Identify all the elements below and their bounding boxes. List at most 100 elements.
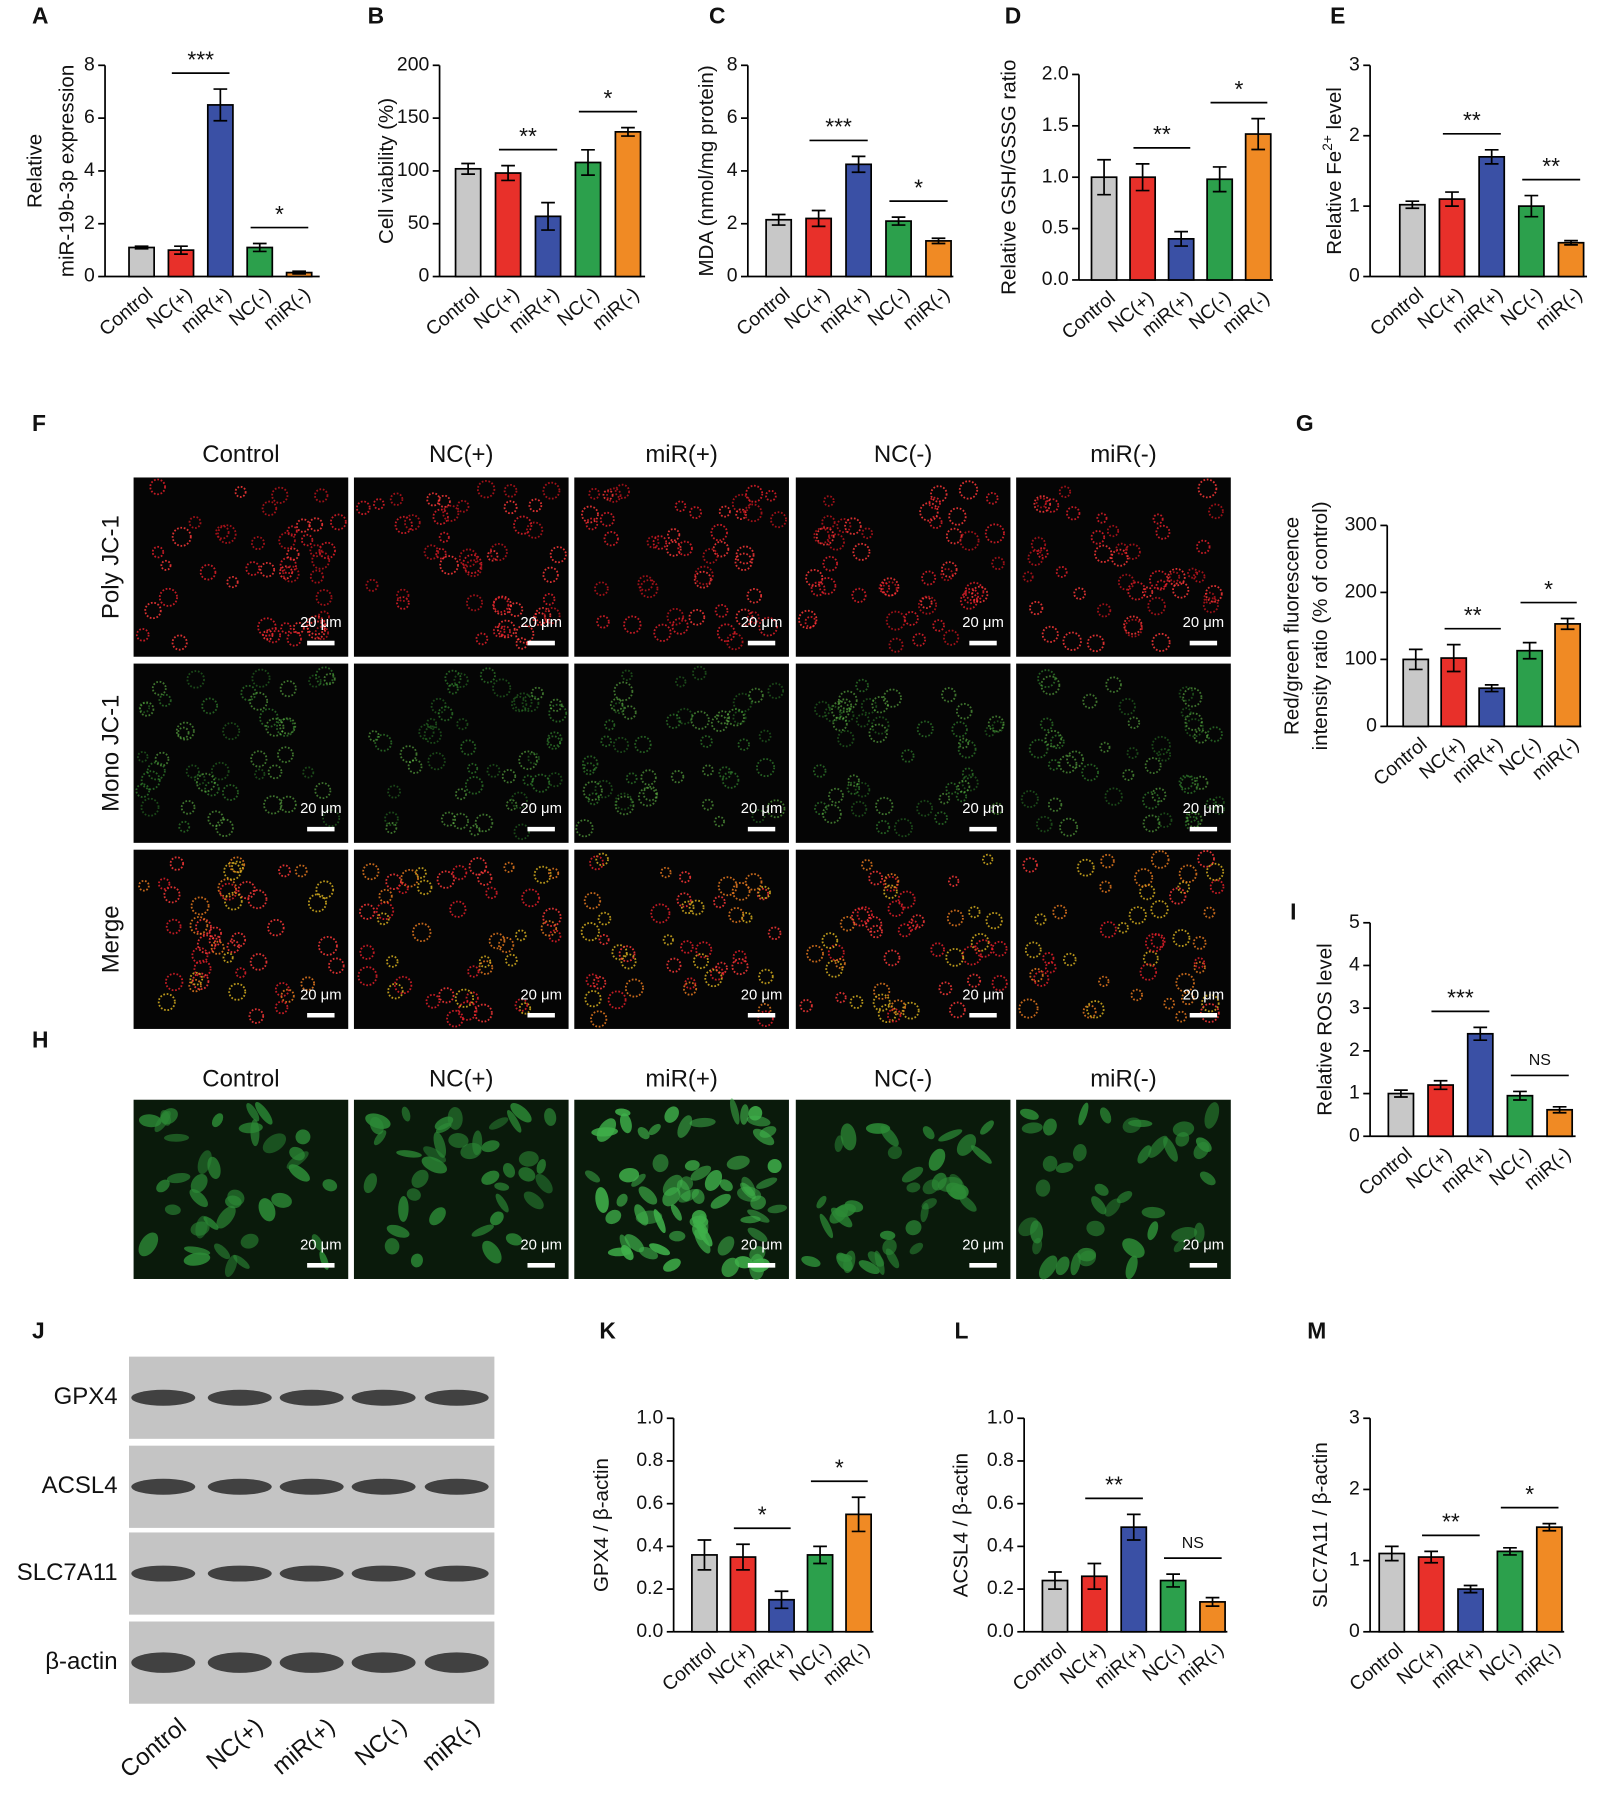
cell (612, 736, 630, 754)
cell (1035, 497, 1047, 509)
cell (865, 915, 883, 933)
cell (625, 772, 638, 785)
cell (1029, 967, 1044, 983)
cell (1090, 530, 1106, 545)
cell (248, 1008, 265, 1024)
column-label: NC(-) (874, 1066, 933, 1093)
cell (363, 1173, 378, 1194)
bar-chart: G 0 100 200 300 Red/green fluorescence intensi… (1281, 410, 1583, 790)
cell (292, 621, 305, 634)
cell (526, 521, 544, 539)
cell (1194, 1222, 1205, 1243)
y-axis-label: Red/green fluorescence (1281, 517, 1304, 735)
cell (882, 875, 899, 892)
blot-band (279, 1565, 344, 1582)
cell (1178, 774, 1194, 790)
cell (471, 1224, 494, 1237)
cell (890, 999, 906, 1015)
error-bar (1174, 230, 1188, 247)
cell (1142, 950, 1159, 967)
cell (746, 588, 763, 604)
cell (329, 513, 347, 531)
cell (1157, 748, 1172, 762)
y-axis-label: miR-19b-3p expression (56, 65, 79, 277)
error-bar (851, 155, 866, 174)
error-bar (1484, 148, 1499, 165)
cell (692, 1219, 708, 1234)
cell (1082, 693, 1098, 709)
cell (425, 993, 441, 1009)
cell (423, 544, 440, 560)
cell (912, 632, 927, 647)
significance-label: * (1544, 576, 1553, 602)
cell (740, 1215, 761, 1224)
cell (847, 774, 860, 787)
cell (883, 873, 900, 889)
cell (606, 487, 622, 503)
cell (429, 1207, 446, 1226)
cell (624, 1234, 645, 1253)
y-tick-label: 1.0 (636, 1406, 663, 1428)
cell (216, 1206, 236, 1229)
cell (1139, 963, 1158, 981)
significance-label: ** (1442, 1509, 1460, 1535)
cell (1167, 567, 1186, 587)
y-tick-label: 0 (1349, 1124, 1360, 1146)
cell (548, 929, 562, 943)
cell (751, 809, 766, 824)
cell (146, 761, 166, 781)
error-bar (1048, 1571, 1062, 1590)
cell (1150, 933, 1166, 949)
y-tick-label: 0 (1366, 715, 1377, 737)
cell (513, 823, 531, 841)
cell (1094, 544, 1113, 563)
cell (467, 762, 479, 774)
cell (210, 761, 230, 781)
cell (1204, 585, 1223, 603)
cell (717, 1236, 735, 1256)
y-axis-label-part: Relative Fe (1323, 151, 1346, 255)
cell (745, 484, 764, 503)
y-tick-label: 4 (84, 159, 95, 181)
cell (1141, 586, 1154, 598)
cell (221, 784, 239, 801)
bar (806, 1554, 834, 1633)
y-tick-label: 200 (397, 53, 430, 75)
cell (369, 1116, 384, 1135)
cell (464, 776, 484, 795)
cell (642, 785, 659, 802)
cell (286, 525, 298, 537)
y-tick-label: 2 (1349, 124, 1360, 146)
cell (671, 617, 689, 635)
cell (1036, 815, 1053, 833)
y-tick-label: 0 (1349, 265, 1360, 287)
cell (910, 914, 925, 929)
cell (856, 906, 873, 923)
cell (1172, 581, 1190, 599)
y-axis-label: GPX4 / β-actin (590, 1458, 613, 1592)
lane-label: miR(-) (417, 1713, 485, 1776)
cell (1127, 716, 1141, 730)
cell (1144, 933, 1165, 953)
cell (718, 505, 731, 518)
blot-band (279, 1478, 344, 1495)
cell (814, 801, 828, 816)
cell (756, 1177, 778, 1189)
lane-label: Control (115, 1713, 192, 1783)
cell (396, 1150, 422, 1158)
cell (871, 716, 890, 735)
cell (478, 955, 492, 968)
cell (138, 1232, 159, 1257)
cell (183, 1252, 211, 1266)
cell (581, 755, 599, 772)
bar (1129, 176, 1157, 281)
cell (286, 1151, 309, 1170)
cell (596, 615, 610, 629)
cell (640, 769, 657, 786)
cell (158, 587, 178, 607)
cell (726, 632, 744, 651)
cell (837, 729, 855, 748)
cell (1028, 738, 1049, 759)
cell (504, 953, 518, 967)
